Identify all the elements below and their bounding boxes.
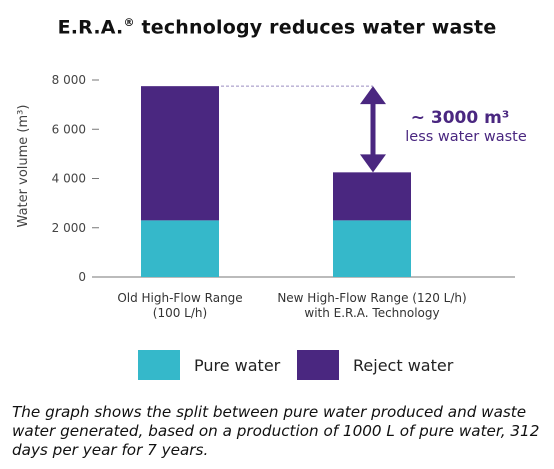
y-tick-label: 8 000 [52,73,86,87]
bar-reject-0 [141,86,219,221]
bar-reject-1 [333,172,411,221]
legend-label-reject: Reject water [353,355,454,375]
annotation-text: less water waste [405,129,527,145]
title-main: E.R.A. [57,16,124,39]
legend: Pure water Reject water [0,350,554,380]
x-category-label-line: New High-Flow Range (120 L/h) [277,291,466,305]
annotation-value: ~ 3000 m³ [411,108,510,128]
arrow-down-icon [360,154,386,173]
x-category-label-line: (100 L/h) [153,306,207,320]
caption: The graph shows the split between pure w… [12,403,540,459]
x-category-label-line: with E.R.A. Technology [304,306,439,320]
title-rest: technology reduces water waste [134,16,497,39]
x-axis-labels: Old High-Flow Range (100 L/h) New High-Flo… [117,291,466,320]
y-axis-label: Water volume (m³) [16,105,31,228]
legend-swatch-pure [138,350,180,380]
x-category-label-line: Old High-Flow Range [117,291,242,305]
legend-item-reject-water: Reject water [297,350,453,380]
bars [141,86,411,277]
y-tick-label: 6 000 [52,122,86,136]
legend-swatch-reject [297,350,339,380]
arrow-up-icon [360,86,386,105]
y-tick-label: 0 [78,270,86,284]
legend-label-pure: Pure water [194,355,281,375]
x-category-label: Old High-Flow Range (100 L/h) [117,291,242,320]
chart-title: E.R.A.® technology reduces water waste [0,16,554,38]
legend-item-pure-water: Pure water [138,350,280,380]
y-tick-label: 2 000 [52,221,86,235]
y-axis: 0 2 000 4 000 6 000 8 000 [52,73,515,284]
bar-pure-1 [333,220,411,277]
bar-chart: 0 2 000 4 000 6 000 8 000 Old High-Flow Rang… [16,73,527,320]
y-tick-label: 4 000 [52,172,86,186]
registered-mark: ® [123,16,135,29]
bar-pure-0 [141,220,219,277]
x-category-label: New High-Flow Range (120 L/h) with E.R.A.… [277,291,466,320]
